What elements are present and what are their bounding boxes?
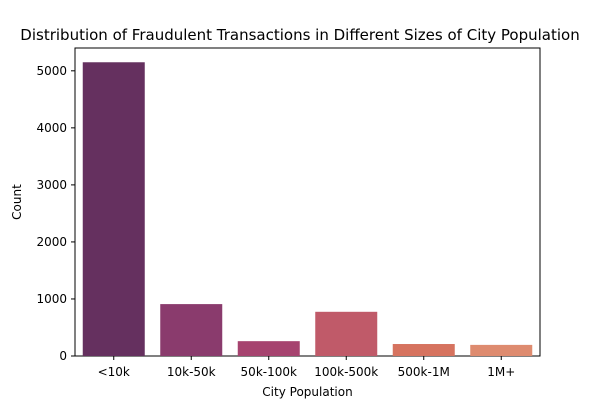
plot-frame xyxy=(74,47,541,357)
y-tick-label-0: 0 xyxy=(59,349,67,363)
x-tick-label-2: 50k-100k xyxy=(241,365,297,379)
x-tick-label-4: 500k-1M xyxy=(398,365,450,379)
x-axis-label: City Population xyxy=(262,385,352,399)
x-tick-label-1: 10k-50k xyxy=(167,365,216,379)
y-tick-label-3: 3000 xyxy=(36,178,67,192)
x-tick-label-0: <10k xyxy=(98,365,130,379)
bar-4 xyxy=(392,344,455,356)
x-tick-label-3: 100k-500k xyxy=(314,365,378,379)
bars-group xyxy=(82,62,533,356)
y-tick-label-4: 4000 xyxy=(36,121,67,135)
bar-0 xyxy=(82,62,145,356)
plot-area xyxy=(74,47,541,357)
x-axis: <10k 10k-50k 50k-100k 100k-500k 500k-1M 1M+ xyxy=(98,356,515,379)
bar-3 xyxy=(315,311,378,356)
x-tick-label-5: 1M+ xyxy=(487,365,515,379)
y-tick-label-5: 5000 xyxy=(36,64,67,78)
chart-title: Distribution of Fraudulent Transactions … xyxy=(20,26,579,44)
y-axis: 0 1000 2000 3000 4000 5000 xyxy=(36,64,75,363)
y-tick-label-2: 2000 xyxy=(36,235,67,249)
y-axis-label: Count xyxy=(10,184,24,220)
y-tick-label-1: 1000 xyxy=(36,292,67,306)
bar-1 xyxy=(160,304,223,356)
bar-5 xyxy=(470,344,533,356)
bar-2 xyxy=(237,341,300,356)
